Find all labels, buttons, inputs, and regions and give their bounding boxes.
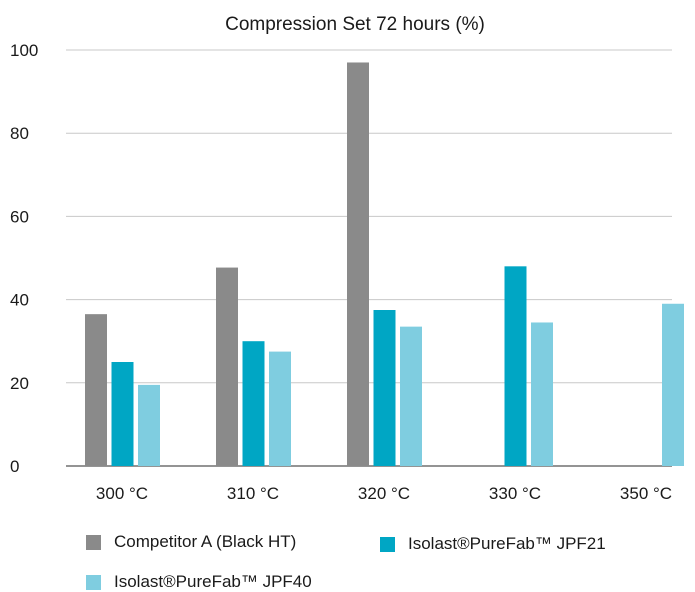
bar-jpf40-3 — [531, 322, 553, 466]
x-tick-label: 320 °C — [358, 484, 410, 503]
bar-competitor-a-1 — [216, 267, 238, 466]
y-tick-label: 80 — [10, 124, 29, 143]
legend-item-jpf40: Isolast®PureFab™ JPF40 — [86, 572, 312, 592]
x-axis-ticks: 300 °C 310 °C 320 °C 330 °C 350 °C — [96, 484, 672, 503]
bar-competitor-a-2 — [347, 62, 369, 466]
chart-title: Compression Set 72 hours (%) — [225, 14, 485, 35]
x-tick-label: 350 °C — [620, 484, 672, 503]
bar-jpf40-0 — [138, 384, 160, 466]
bar-jpf40-4 — [662, 303, 684, 466]
y-axis-ticks: 0 20 40 60 80 100 — [10, 41, 38, 476]
legend-swatch-jpf40 — [86, 574, 101, 590]
bar-jpf21-1 — [242, 341, 265, 466]
bar-jpf21-0 — [111, 362, 134, 466]
y-tick-label: 60 — [10, 207, 29, 226]
legend-label-competitor-a: Competitor A (Black HT) — [114, 532, 297, 551]
bar-jpf40-2 — [400, 326, 422, 466]
y-tick-label: 20 — [10, 374, 29, 393]
legend-label-jpf40: Isolast®PureFab™ JPF40 — [114, 572, 312, 591]
legend-label-jpf21: Isolast®PureFab™ JPF21 — [408, 534, 606, 553]
x-tick-label: 330 °C — [489, 484, 541, 503]
x-tick-label: 310 °C — [227, 484, 279, 503]
legend-item-jpf21: Isolast®PureFab™ JPF21 — [380, 534, 606, 554]
bar-jpf21-3 — [504, 266, 527, 466]
y-tick-label: 40 — [10, 291, 29, 310]
bar-competitor-a-0 — [85, 314, 107, 466]
y-tick-label: 0 — [10, 457, 19, 476]
legend-swatch-competitor-a — [86, 534, 101, 550]
bars — [85, 62, 684, 466]
legend-swatch-jpf21 — [380, 536, 395, 552]
y-tick-label: 100 — [10, 41, 38, 60]
x-tick-label: 300 °C — [96, 484, 148, 503]
bar-jpf40-1 — [269, 351, 291, 466]
legend-item-competitor-a: Competitor A (Black HT) — [86, 532, 296, 552]
bar-jpf21-2 — [373, 310, 396, 466]
